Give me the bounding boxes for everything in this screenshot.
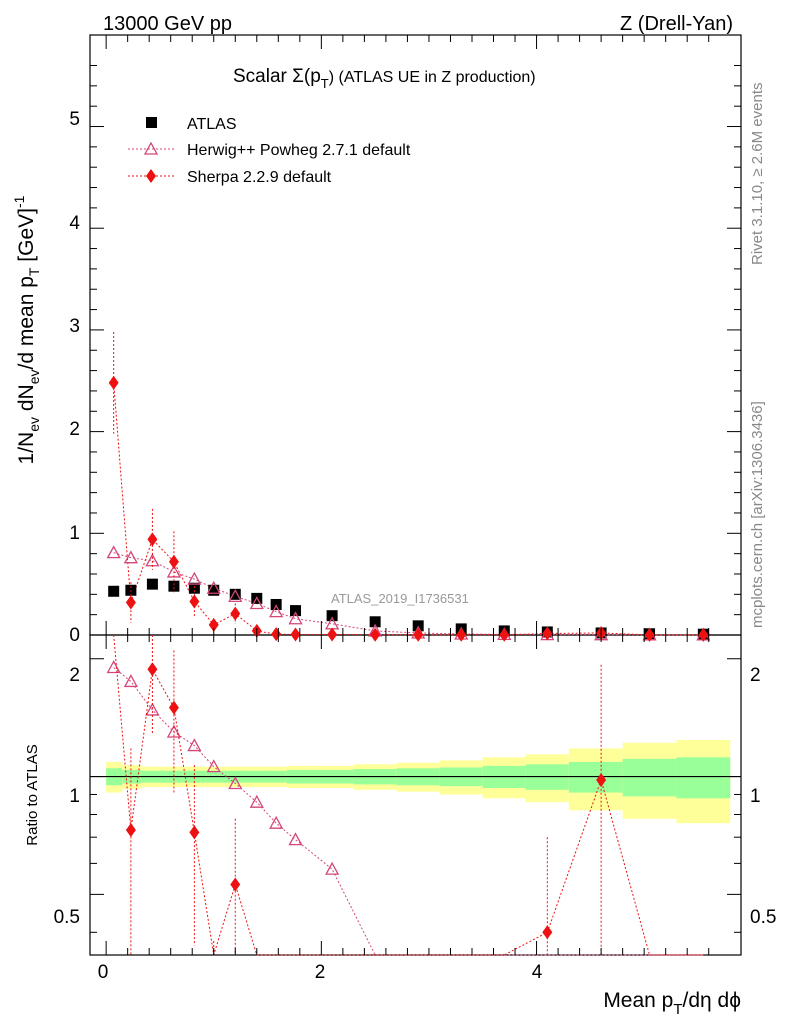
herwig-ratio-point: [123, 674, 138, 688]
ratio-band-inner: [568, 761, 623, 793]
herwig-point: [187, 571, 202, 585]
xtick-label: 4: [532, 962, 543, 983]
sherpa-ratio-point: [189, 825, 200, 840]
sherpa-point: [413, 627, 424, 642]
main-ytick-label: 0: [69, 625, 80, 646]
main-ytick-label: 4: [69, 213, 80, 234]
ratio-ytick-label-right: 0.5: [750, 907, 776, 928]
herwig-ratio-point: [187, 738, 202, 752]
sherpa-point: [147, 532, 158, 547]
sherpa-point: [208, 617, 219, 632]
atlas-point: [229, 588, 241, 600]
legend-label-atlas: ATLAS: [187, 116, 237, 133]
sherpa-point: [644, 627, 655, 642]
herwig-point: [288, 611, 303, 625]
process-label: Z (Drell-Yan): [620, 13, 733, 35]
main-y-axis-label: 1/Nev dNev/d mean pT [GeV]-1: [11, 195, 42, 464]
herwig-ratio-point: [325, 861, 340, 875]
atlas-point: [168, 580, 180, 592]
sherpa-ratio-point: [596, 772, 607, 787]
atlas-point: [108, 585, 120, 597]
atlas-point: [208, 584, 220, 596]
atlas-point: [326, 610, 338, 622]
sherpa-point: [456, 627, 467, 642]
sherpa-point: [499, 627, 510, 642]
main-ytick-label: 3: [69, 316, 80, 337]
sherpa-point: [290, 627, 301, 642]
herwig-point: [228, 588, 243, 603]
sherpa-point: [542, 626, 553, 641]
legend-marker-atlas: [146, 117, 157, 128]
herwig-point: [145, 553, 160, 567]
legend: ATLAS Herwig++ Powheg 2.7.1 default Sher…: [128, 116, 411, 186]
herwig-point: [106, 545, 121, 559]
sherpa-point: [370, 627, 381, 642]
atlas-point: [369, 616, 381, 628]
xtick-label: 0: [98, 962, 109, 983]
rivet-version-label: Rivet 3.1.10, ≥ 2.6M events: [749, 83, 766, 266]
herwig-ratio-point: [145, 702, 160, 716]
xtick-label: 2: [315, 962, 326, 983]
herwig-ratio-point: [166, 724, 182, 738]
sherpa-point: [108, 375, 119, 390]
legend-marker-herwig: [143, 141, 159, 155]
sherpa-ratio-point: [147, 662, 158, 677]
herwig-point: [206, 580, 221, 594]
herwig-point: [269, 604, 284, 618]
sherpa-point: [271, 627, 282, 642]
herwig-ratio-line: [113, 667, 704, 956]
sherpa-ratio-point: [542, 925, 553, 940]
ratio-uncertainty-bands: [90, 740, 741, 824]
ratio-ytick-label-right: 2: [750, 665, 761, 686]
mcplots-label: mcplots.cern.ch [arXiv:1306.3436]: [749, 401, 766, 628]
atlas-point: [188, 582, 200, 594]
sherpa-point: [230, 606, 241, 621]
legend-marker-sherpa: [146, 169, 156, 183]
ratio-ytick-label: 1: [69, 786, 80, 807]
sherpa-ratio-point: [125, 823, 136, 838]
herwig-ratio-point: [288, 832, 303, 846]
x-axis-label: Mean pT/dη dϕ: [603, 989, 741, 1018]
ratio-y-axis-label: Ratio to ATLAS: [24, 744, 41, 845]
ratio-panel-data: [106, 634, 704, 956]
ratio-ytick-label-right: 1: [750, 786, 761, 807]
sherpa-point: [698, 627, 709, 642]
sherpa-ratio-point: [168, 700, 179, 715]
axis-ticks: [90, 35, 741, 955]
sherpa-point: [327, 627, 338, 642]
ratio-ytick-label: 0.5: [54, 907, 80, 928]
herwig-point: [123, 550, 138, 564]
legend-label-sherpa: Sherpa 2.2.9 default: [187, 169, 332, 186]
main-ytick-label: 1: [69, 523, 80, 544]
herwig-ratio-point: [269, 815, 284, 829]
legend-label-herwig: Herwig++ Powheg 2.7.1 default: [187, 142, 411, 159]
ratio-band-inner: [676, 757, 731, 799]
herwig-ratio-point: [249, 794, 264, 808]
herwig-point: [249, 596, 264, 610]
atlas-point: [290, 605, 302, 617]
energy-label: 13000 GeV pp: [103, 13, 232, 35]
plot-title: Scalar Σ(pT) (ATLAS UE in Z production): [233, 66, 536, 91]
sherpa-point: [189, 594, 200, 609]
main-ytick-label: 5: [69, 109, 80, 130]
sherpa-ratio-point: [230, 877, 241, 892]
ratio-band-inner: [622, 758, 677, 797]
herwig-ratio-point: [206, 759, 221, 773]
sherpa-point: [125, 595, 136, 610]
sherpa-point: [168, 554, 179, 569]
analysis-id-label: ATLAS_2019_I1736531: [331, 591, 469, 606]
herwig-ratio-point: [228, 776, 243, 790]
main-ytick-label: 2: [69, 419, 80, 440]
ratio-ytick-label: 2: [69, 665, 80, 686]
atlas-point: [146, 578, 158, 590]
